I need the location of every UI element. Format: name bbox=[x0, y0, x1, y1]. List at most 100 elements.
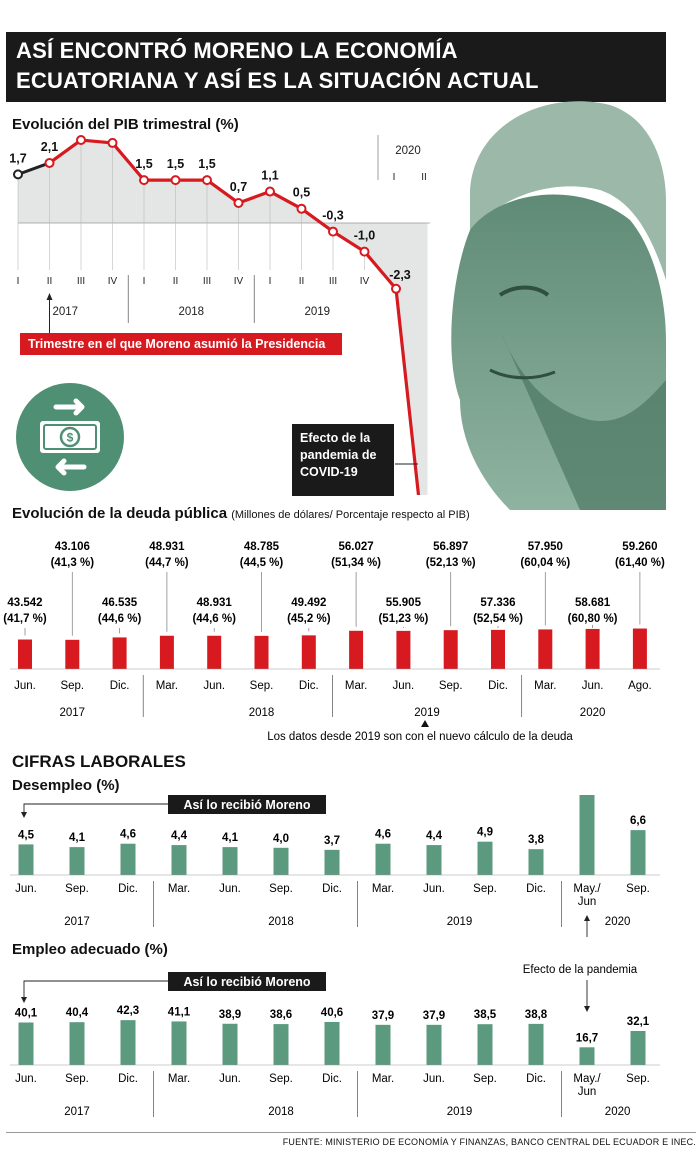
deuda-value-label: 57.336 bbox=[480, 597, 515, 609]
desempleo-bar bbox=[579, 795, 595, 875]
deuda-pct-label: (60,04 %) bbox=[520, 557, 570, 569]
desempleo-moreno-arrow-line bbox=[23, 803, 168, 817]
deuda-title-row: Evolución de la deuda pública (Millones … bbox=[12, 505, 470, 522]
portrait-photo bbox=[451, 101, 666, 510]
deuda-pct-label: (44,6 %) bbox=[192, 613, 236, 625]
pib-line-initial bbox=[17, 161, 51, 176]
desempleo-category-label: Dic. bbox=[526, 883, 546, 895]
empleo-bar bbox=[69, 1022, 85, 1065]
deuda-year-label: 2019 bbox=[414, 707, 440, 719]
desempleo-bar bbox=[324, 849, 340, 875]
deuda-note-marker bbox=[421, 720, 429, 727]
pib-quarter-label: I bbox=[269, 276, 272, 287]
deuda-category-label: Sep. bbox=[60, 680, 84, 692]
deuda-value-label: 43.106 bbox=[55, 541, 90, 553]
pib-2020-label: 2020 bbox=[395, 145, 421, 157]
deuda-category-label: Sep. bbox=[439, 680, 463, 692]
deuda-category-label: Dic. bbox=[110, 680, 130, 692]
deuda-year-label: 2018 bbox=[249, 707, 275, 719]
deuda-value-label: 59.260 bbox=[622, 541, 657, 553]
desempleo-value-label: 4,6 bbox=[120, 829, 136, 841]
pib-point bbox=[107, 137, 118, 148]
empleo-category-label: Jun. bbox=[219, 1073, 241, 1085]
empleo-category-label: Jun bbox=[578, 1086, 597, 1098]
empleo-value-label: 41,1 bbox=[168, 1006, 191, 1018]
empleo-category-label: Sep. bbox=[626, 1073, 650, 1085]
pib-value-label: -2,3 bbox=[389, 268, 411, 282]
empleo-year-label: 2017 bbox=[64, 1106, 90, 1118]
portrait-mouth bbox=[489, 368, 556, 380]
desempleo-category-label: Sep. bbox=[473, 883, 497, 895]
empleo-category-label: Dic. bbox=[322, 1073, 342, 1085]
desempleo-category-label: Sep. bbox=[626, 883, 650, 895]
pib-value-label: 1,5 bbox=[167, 157, 184, 171]
deuda-bar bbox=[254, 635, 269, 669]
deuda-value-label: 58.681 bbox=[575, 597, 611, 609]
deuda-category-label: Jun. bbox=[14, 680, 36, 692]
pib-value-label: 2,1 bbox=[41, 140, 58, 154]
desempleo-category-label: Sep. bbox=[65, 883, 89, 895]
pib-quarter-label: I bbox=[143, 276, 146, 287]
desempleo-category-label: Mar. bbox=[168, 883, 190, 895]
empleo-value-label: 38,8 bbox=[525, 1009, 548, 1021]
moreno-arrow-head bbox=[46, 293, 53, 300]
deuda-pct-label: (44,5 %) bbox=[240, 557, 284, 569]
desempleo-bar bbox=[222, 847, 238, 875]
pib-quarter-label: III bbox=[203, 276, 211, 287]
desempleo-category-label: Jun. bbox=[15, 883, 37, 895]
deuda-chart: 43.542 (41,7 %) Jun. 43.106 (41,3 %) Sep. 46.5… bbox=[3, 541, 665, 743]
deuda-category-label: Dic. bbox=[299, 680, 319, 692]
empleo-bar bbox=[528, 1023, 544, 1065]
deuda-pct-label: (52,54 %) bbox=[473, 613, 523, 625]
empleo-category-label: Dic. bbox=[526, 1073, 546, 1085]
deuda-pct-label: (60,80 %) bbox=[568, 613, 618, 625]
empleo-title: Empleo adecuado (%) bbox=[12, 941, 168, 958]
empleo-category-label: May./ bbox=[573, 1073, 601, 1085]
deuda-pct-label: (45,2 %) bbox=[287, 613, 331, 625]
laborales-title: CIFRAS LABORALES bbox=[12, 752, 186, 771]
deuda-category-label: Dic. bbox=[488, 680, 508, 692]
pandemia-arrow-up-head bbox=[584, 915, 590, 921]
pib-2020-q1-label: I bbox=[393, 172, 396, 183]
desempleo-chart: 4,5 Jun. 4,1 Sep. 4,6 Dic. 4,4 Mar. 4,1 Jun. 4,0 Se… bbox=[10, 795, 660, 937]
pib-year-label: 2017 bbox=[52, 306, 78, 318]
pib-quarter-label: III bbox=[77, 276, 85, 287]
empleo-bar bbox=[477, 1024, 493, 1065]
deuda-pct-label: (51,34 %) bbox=[331, 557, 381, 569]
desempleo-year-label: 2020 bbox=[605, 916, 631, 928]
empleo-category-label: Jun. bbox=[15, 1073, 37, 1085]
deuda-bar bbox=[443, 630, 458, 669]
deuda-value-label: 43.542 bbox=[7, 597, 42, 609]
deuda-category-label: Ago. bbox=[628, 680, 652, 692]
empleo-value-label: 42,3 bbox=[117, 1005, 139, 1017]
pib-value-label: 1,5 bbox=[198, 157, 215, 171]
deuda-value-label: 48.785 bbox=[244, 541, 280, 553]
pib-point bbox=[76, 135, 86, 146]
deuda-bar bbox=[349, 630, 364, 669]
deuda-note: Los datos desde 2019 son con el nuevo cá… bbox=[267, 731, 573, 743]
pib-point bbox=[391, 283, 401, 294]
deuda-bar bbox=[491, 629, 505, 669]
deuda-category-label: Jun. bbox=[582, 680, 604, 692]
empleo-moreno-arrow-line bbox=[23, 980, 168, 1002]
deuda-value-label: 55.905 bbox=[386, 597, 422, 609]
deuda-bar bbox=[301, 635, 316, 669]
desempleo-bar bbox=[171, 845, 187, 875]
deuda-year-label: 2017 bbox=[60, 707, 86, 719]
desempleo-category-label: Jun. bbox=[423, 883, 445, 895]
empleo-bar bbox=[426, 1024, 442, 1065]
portrait-shadow bbox=[500, 330, 666, 510]
pib-value-label: -0,3 bbox=[322, 209, 344, 223]
empleo-bar bbox=[324, 1021, 340, 1065]
deuda-category-label: Jun. bbox=[203, 680, 225, 692]
pib-quarter-label: IV bbox=[360, 276, 370, 287]
deuda-subtitle: (Millones de dólares/ Porcentaje respect… bbox=[231, 509, 470, 521]
deuda-bar bbox=[585, 628, 600, 669]
pib-point bbox=[202, 175, 212, 186]
empleo-category-label: Jun. bbox=[423, 1073, 445, 1085]
deuda-category-label: Mar. bbox=[534, 680, 556, 692]
deuda-value-label: 56.027 bbox=[339, 541, 374, 553]
deuda-bar bbox=[18, 639, 32, 669]
deuda-pct-label: (44,6 %) bbox=[98, 613, 142, 625]
covid-note-line-3: COVID-19 bbox=[300, 465, 358, 479]
